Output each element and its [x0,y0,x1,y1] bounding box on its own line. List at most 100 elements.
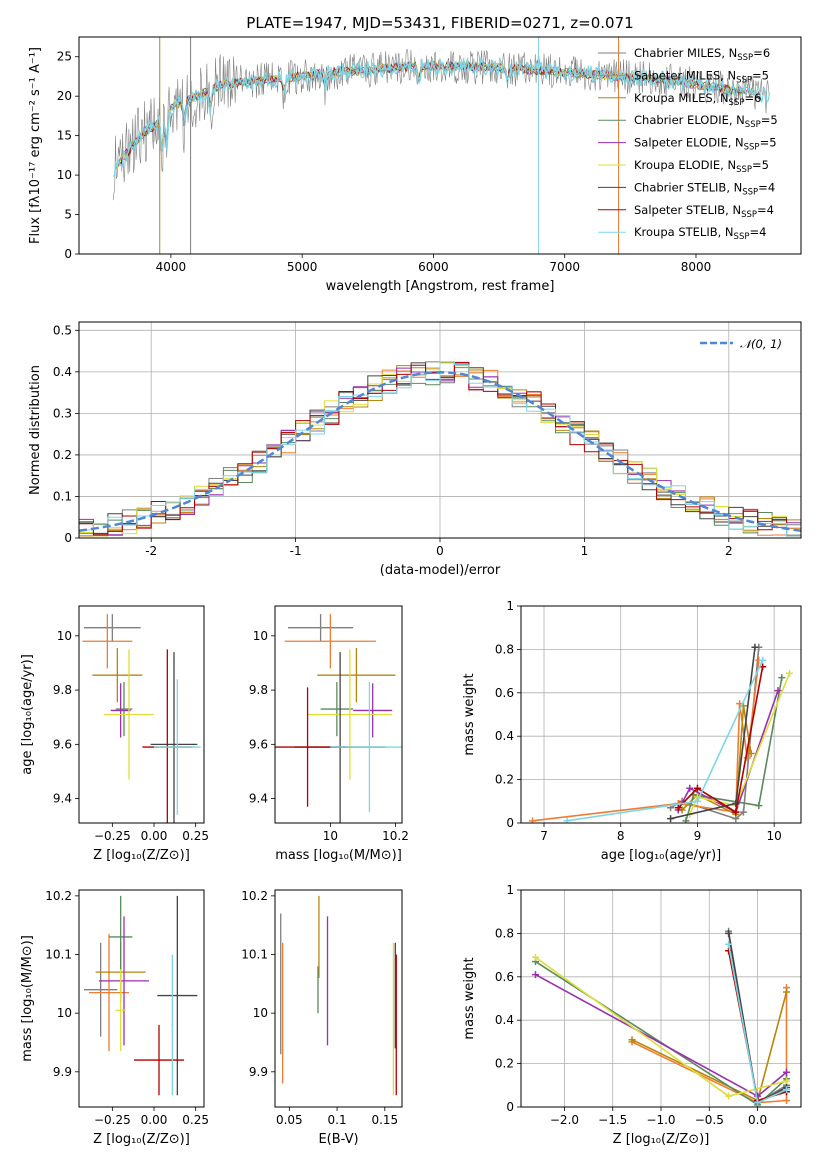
legend-entry: Kroupa MILES, NSSP=6 [634,91,761,108]
legend-entry-eq: = [752,68,762,82]
axes-frame [520,605,802,824]
axes-frame [274,605,403,824]
y-tick-label: 10 [253,629,268,643]
y-tick-label: 10 [253,1006,268,1020]
data-point [134,1024,184,1096]
x-tick-label: 9 [694,829,702,843]
data-point [110,683,131,738]
weight-series [725,940,791,1107]
data-point [82,614,133,669]
y-tick-label: 9.4 [249,792,268,806]
y-tick-label: 10.2 [45,889,72,903]
y-tick-label: 0 [64,247,72,261]
axes-frame [78,605,205,824]
y-tick-label: 10 [57,1006,72,1020]
legend-entry-nssp: 4 [768,180,775,194]
x-tick-label: -2 [145,544,157,558]
x-axis-label: wavelength [Angstrom, rest frame] [326,279,555,294]
data-point [99,916,149,1046]
x-axis-label: Z [log₁₀(Z/Z⊙)] [613,1132,710,1147]
plot-area [79,361,801,537]
legend-entry-label: Chabrier MILES, N [634,46,737,60]
legend-entry: Salpeter ELODIE, NSSP=5 [634,136,777,153]
y-tick-label: 0.6 [495,970,514,984]
x-tick-label: −1.0 [646,1113,675,1127]
x-tick-label: 0.25 [182,1113,209,1127]
x-axis-label: age [log₁₀(age/yr)] [601,848,722,863]
legend-entry: Salpeter MILES, NSSP=5 [634,68,769,85]
weight-marker [529,817,537,823]
weight-marker [783,988,791,996]
legend-entry-nssp: 5 [770,113,777,127]
y-axis-label: mass [log₁₀(M/M⊙)] [20,935,35,1062]
data-point [317,648,396,703]
plot-area [531,927,791,1107]
y-tick-label: 0 [64,531,72,545]
y-tick-label: 0.2 [53,448,72,462]
data-point [84,614,141,642]
axes-frame [78,36,802,255]
data-point [150,652,198,823]
legend-entry-nssp: 6 [754,91,761,105]
legend-entry-eq: = [758,180,768,194]
x-tick-label: 0.25 [182,829,209,843]
y-tick-label: 10 [57,629,72,643]
y-tick-label: 9.9 [53,1065,72,1079]
x-tick-label: 8 [617,829,625,843]
weight-marker [759,656,767,664]
legend-entry-eq: = [753,46,763,60]
x-tick-label: -1 [290,544,302,558]
legend-entry-subscript: SSP [741,210,757,220]
data-point [115,969,126,1052]
y-tick-label: 0.2 [495,1057,514,1071]
weight-marker [783,1077,791,1085]
legend-entry: Salpeter STELIB, NSSP=4 [634,203,774,220]
plot-area [280,895,397,1096]
x-tick-label: 4000 [156,260,187,274]
legend-entry-eq: = [757,203,767,217]
x-tick-label: 1 [581,544,589,558]
weight-series [563,656,767,823]
normal-reference-line [79,371,801,532]
legend-entry-eq: = [744,91,754,105]
x-axis-label: (data-model)/error [380,563,501,578]
panels: 4000 5000 6000 7000 80000510152025wavelength… [20,36,802,1147]
x-tick-label: −2.0 [550,1113,579,1127]
weight-marker [778,674,786,682]
y-tick-label: 9.8 [53,683,72,697]
legend-entry-subscript: SSP [737,53,753,63]
x-tick-label: −0.25 [94,1113,131,1127]
legend-entry-label: Salpeter MILES, N [634,68,736,82]
x-tick-label: 2 [725,544,733,558]
x-tick-label: 7 [540,829,548,843]
legend-entry-label: Salpeter ELODIE, N [634,136,744,150]
weight-series-line [677,666,764,814]
x-tick-label: 0.1 [328,1113,347,1127]
weight-marker [783,1086,791,1094]
y-tick-label: 10.1 [45,948,72,962]
y-tick-label: 0.3 [53,406,72,420]
data-point [157,895,198,1096]
plot-area [84,895,198,1096]
data-point [109,895,133,978]
plot-area [529,643,793,823]
y-axis-label: mass weight [462,957,477,1039]
weight-marker [725,1092,733,1100]
axes-frame [520,889,802,1108]
data-point [307,649,393,780]
panel-age_vs_Z: −0.25 0.00 0.25 9.4 9.6 9.8 10 Z [log₁₀(Z/Z⊙)] a… [20,605,209,863]
y-tick-label: 10.2 [241,889,268,903]
data-point [171,954,174,1096]
y-tick-label: 9.8 [249,683,268,697]
panel-weight_vs_age: 7 8 9 10 0 0.2 0.4 0.6 0.8 1 age [log₁₀(age/yr)] ma… [462,599,802,863]
y-tick-label: 9.6 [53,737,72,751]
legend-entry: Kroupa ELODIE, NSSP=5 [634,158,769,175]
y-tick-label: 0.4 [495,729,514,743]
legend-entry-normal: 𝒩(0, 1) [740,337,782,351]
legend-entry-label: Kroupa STELIB, N [634,225,734,239]
legend-entry-eq: = [752,158,762,172]
plot-area [82,614,201,823]
x-tick-label: 6000 [418,260,449,274]
weight-marker [667,815,675,823]
data-point [84,942,118,1037]
